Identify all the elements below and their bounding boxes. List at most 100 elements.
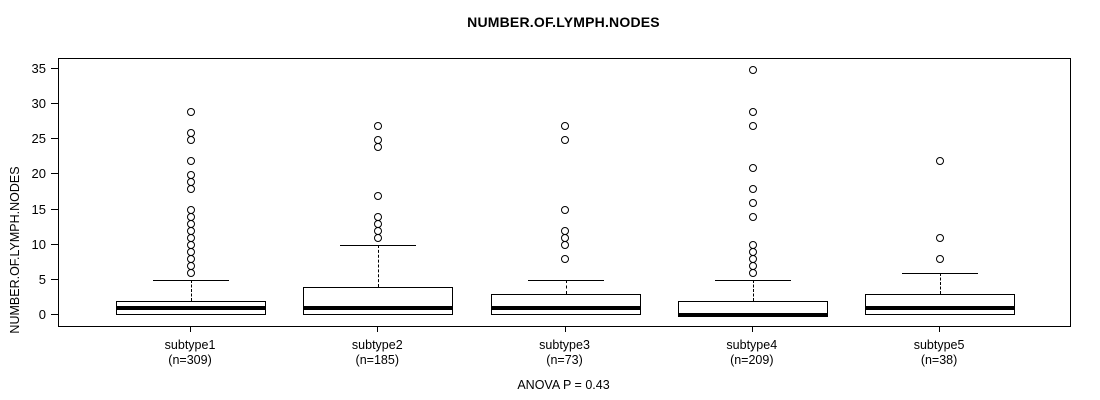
group-name-label: subtype3 [539,338,590,352]
y-tick-label: 15 [31,201,46,217]
y-tick-mark [51,68,58,70]
outlier-point [561,233,570,242]
outlier-point [373,226,382,235]
outlier-point [561,205,570,214]
outlier-point [186,184,195,193]
outlier-point [186,156,195,165]
y-tick-label: 10 [31,236,46,252]
y-tick-mark [51,103,58,105]
group-n-label: (n=185) [355,353,399,367]
outlier-point [748,107,757,116]
group-n-label: (n=73) [546,353,583,367]
outlier-point [561,135,570,144]
y-tick-mark [51,173,58,175]
whisker-cap [527,279,604,281]
median-line [490,306,641,310]
y-tick-label: 20 [31,166,46,182]
outlier-point [748,212,757,221]
outlier-point [186,233,195,242]
plot-area: NUMBER.OF.LYMPH.NODES [8,58,1071,334]
y-tick-mark [51,138,58,140]
outlier-point [748,65,757,74]
outlier-point [186,226,195,235]
outlier-point [186,240,195,249]
whisker-line [940,273,942,294]
y-tick-label: 0 [38,306,46,322]
outlier-point [935,156,944,165]
group-name-label: subtype2 [351,338,403,352]
chart-title: NUMBER.OF.LYMPH.NODES [467,14,660,30]
outlier-point [186,254,195,263]
outlier-point [748,261,757,270]
outlier-point [186,268,195,277]
outlier-point [186,212,195,221]
y-tick-label: 25 [31,131,46,147]
whisker-line [191,280,193,301]
median-line [677,313,828,317]
outlier-point [186,128,195,137]
x-tick-label: subtype3 (n=73) [539,338,590,368]
group-n-label: (n=309) [168,353,212,367]
whisker-line [378,245,380,287]
x-tick-mark [939,326,941,332]
iqr-box [865,294,1016,315]
whisker-cap [902,272,979,274]
whisker-line [752,280,754,301]
outlier-point [748,198,757,207]
outlier-point [373,121,382,130]
outlier-point [748,163,757,172]
outlier-point [748,121,757,130]
outlier-point [748,254,757,263]
outlier-point [748,184,757,193]
y-tick-mark [51,208,58,210]
outlier-point [186,261,195,270]
outlier-point [186,247,195,256]
x-tick-mark [751,326,753,332]
median-line [865,306,1016,310]
outlier-point [186,219,195,228]
y-tick-label: 30 [31,96,46,112]
whisker-cap [340,244,417,246]
whisker-line [565,280,567,294]
y-tick-mark [51,243,58,245]
outlier-point [561,226,570,235]
outlier-point [373,135,382,144]
x-tick-label: subtype5 (n=38) [914,338,965,368]
iqr-box [303,287,454,315]
y-tick-mark [51,278,58,280]
group-name-label: subtype4 [726,338,778,352]
group-name-label: subtype5 [913,338,965,352]
median-line [116,306,267,310]
outlier-point [186,205,195,214]
y-tick-label: 35 [31,61,46,77]
outlier-point [373,191,382,200]
group-name-label: subtype1 [164,338,216,352]
whisker-cap [714,279,791,281]
outlier-point [373,233,382,242]
x-tick-mark [190,326,192,332]
outlier-point [748,240,757,249]
x-tick-label: subtype1 (n=309) [165,338,216,368]
outlier-point [373,219,382,228]
outlier-point [561,254,570,263]
outlier-point [748,268,757,277]
x-tick-label: subtype2 (n=185) [352,338,403,368]
outlier-point [935,233,944,242]
anova-annotation: ANOVA P = 0.43 [517,378,610,392]
outlier-point [935,254,944,263]
group-n-label: (n=209) [730,353,774,367]
x-tick-mark [564,326,566,332]
outlier-point [186,170,195,179]
outlier-point [373,212,382,221]
outlier-point [186,107,195,116]
iqr-box [490,294,641,315]
outlier-point [373,142,382,151]
y-tick-mark [51,313,58,315]
x-tick-label: subtype4 (n=209) [726,338,777,368]
median-line [303,306,454,310]
outlier-point [561,240,570,249]
outlier-point [748,247,757,256]
whisker-cap [153,279,230,281]
outlier-point [186,135,195,144]
